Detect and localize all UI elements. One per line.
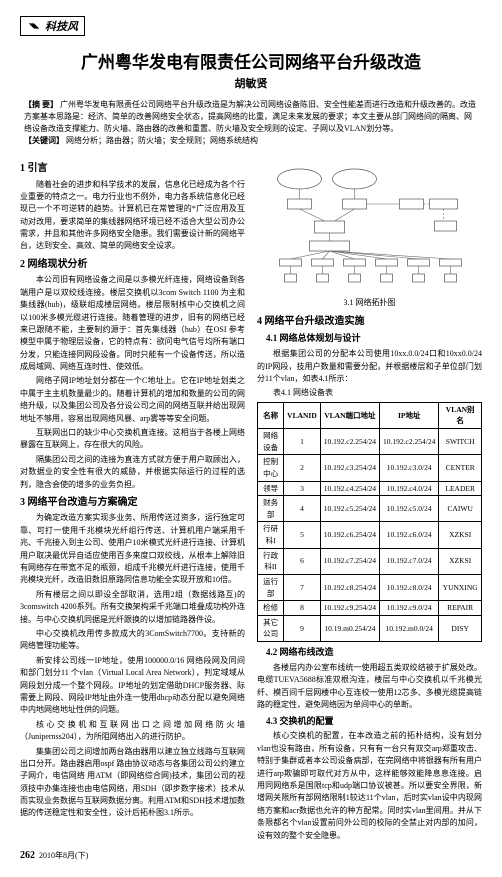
sec3-title: 3 网络平台改造与方案确定 [20, 495, 245, 511]
page-footer: 262 2010年8月(下) [20, 850, 482, 861]
table-row: 检修810.192.c9.254/2410.192.c9.0/24REPAIR [258, 601, 482, 616]
figure-caption: 3.1 网络拓扑图 [257, 297, 482, 309]
keywords-label: 【关键词】 [24, 136, 64, 145]
table-row: 领导310.192.c4.254/2410.192.c4.0/24LEADER [258, 481, 482, 496]
keywords-text: 网络分析；路由器；防火墙；安全规则；网络系统结构 [66, 136, 258, 145]
left-column: 1 引言 随着社会的进步和科学技术的发展，信息化已经成为各个行业重要的特点之一。… [20, 157, 245, 844]
table-cell: 检修 [258, 601, 284, 616]
table-cell: 10.192.c7.0/24 [380, 548, 439, 574]
table-cell: SWITCH [439, 429, 482, 455]
table-header: VLANID [284, 402, 321, 428]
table-row: 网络设备110.192.c2.254/2410.192.c2.254/24SWI… [258, 429, 482, 455]
table-cell: 9 [284, 615, 321, 641]
table-row: 控制中心210.192.c3.254/2410.192.c3.0/24CENTE… [258, 455, 482, 481]
sec2-p3: 互联网出口的缺少中心交换机直连接。这相当于各楼上网络暴露在互联网上，存在很大的风… [20, 427, 245, 452]
sec4-2-p1: 各楼层内办公室布线统一使用超五类双绞结被于扩展处改。电缆TUEVA5688标准双… [257, 662, 482, 712]
table-cell: 10.192.c3.254/24 [320, 455, 379, 481]
right-column: 3.1 网络拓扑图 4 网络平台升级改造实施 4.1 网络总体规划与设计 根据集… [257, 157, 482, 844]
sec4-3-title: 4.3 交换机的配置 [257, 715, 482, 729]
table-cell: 7 [284, 574, 321, 600]
sec3-p6: 集集团公司之间增加两台路由器用以建立独立线路与互联网出口分开。路由器启用ospf… [20, 746, 245, 820]
table-cell: YUNXING [439, 574, 482, 600]
footer-text: 2010年8月(下) [39, 850, 88, 861]
header-tag-text: 科技风 [45, 18, 78, 34]
header-tag: 科技风 [20, 16, 85, 36]
table-cell: 运行部 [258, 574, 284, 600]
sec4-title: 4 网络平台升级改造实施 [257, 314, 482, 330]
network-topology-diagram [257, 159, 482, 289]
table-cell: 2 [284, 455, 321, 481]
table-cell: 其它公司 [258, 615, 284, 641]
table-cell: 10.192.c2.254/24 [320, 429, 379, 455]
author-name: 胡敏贤 [20, 75, 482, 91]
table-row: 财务部410.192.c5.254/2410.192.c5.0/24CAIWU [258, 496, 482, 522]
table-cell: CAIWU [439, 496, 482, 522]
table-cell: 4 [284, 496, 321, 522]
sec4-3-p1: 核心交换机的配置，在本改造之前的拓朴结构，没有划分vlan也没有路由，所有设备，… [257, 730, 482, 842]
table-cell: 领导 [258, 481, 284, 496]
abstract-label: 【摘 要】 [24, 100, 58, 109]
sec2-p1: 本公司旧有网络设备之间是以多模光纤连接，网络设备到各端用户是以双绞线连接。楼层交… [20, 274, 245, 373]
table-row: 行研科I510.192.c6.254/2410.192.c6.0/24XZKSI [258, 522, 482, 548]
sec3-p2: 所有楼层之间以即设全部取消，选用2组（数据线路互)的3comswitch 420… [20, 589, 245, 626]
table-cell: 10.192.c6.254/24 [320, 522, 379, 548]
sec4-1-p1: 根据集团公司的分配本公司使用10xx.0.0/24口和10xx0.0/24的IP… [257, 348, 482, 385]
sec1-title: 1 引言 [20, 161, 245, 177]
sec2-p4: 隔集团公司之间的连接为直连方式就方便于用户取顾出入，对数据业的安全性有很大的威胁… [20, 454, 245, 491]
table-cell: 6 [284, 548, 321, 574]
sec3-p1: 为确定改造方案实现多业务、所用传送过资多，运行独定可靠、可打一使用千兆模块光纤组… [20, 512, 245, 586]
vlan-table: 名称VLANIDVLAN端口地址IP地址VLAN别名 网络设备110.192.c… [257, 402, 482, 642]
table-cell: 10.192.c4.0/24 [380, 481, 439, 496]
abstract-text: 广州粤华发电有限责任公司网络平台升级改造是为解决公司网络设备陈旧、安全性能差而进… [24, 100, 476, 133]
table-cell: 5 [284, 522, 321, 548]
table-title: 表4.1 网络设备表 [257, 387, 482, 399]
sec3-p4: 新安排公司线一IP地址，使用100000.0/16 网络段网及同间和部门划分11… [20, 655, 245, 717]
table-cell: 8 [284, 601, 321, 616]
table-cell: 10.192.c8.254/24 [320, 574, 379, 600]
abstract-block: 【摘 要】 广州粤华发电有限责任公司网络平台升级改造是为解决公司网络设备陈旧、安… [20, 97, 482, 149]
magazine-icon [27, 22, 41, 30]
paper-title: 广州粤华发电有限责任公司网络平台升级改造 [20, 48, 482, 73]
table-cell: 行研科I [258, 522, 284, 548]
table-cell: REPAIR [439, 601, 482, 616]
table-cell: 行政科II [258, 548, 284, 574]
table-cell: DISY [439, 615, 482, 641]
table-header: 名称 [258, 402, 284, 428]
table-cell: 财务部 [258, 496, 284, 522]
table-header: VLAN别名 [439, 402, 482, 428]
sec4-1-title: 4.1 网络总体规划与设计 [257, 332, 482, 346]
table-cell: XZKSI [439, 548, 482, 574]
table-cell: 10.192.c5.0/24 [380, 496, 439, 522]
sec3-p3: 中心交换机改用传多款成大的3ComSwitch7700。支持新的网络管理功能等。 [20, 628, 245, 653]
page-number: 262 [20, 850, 35, 861]
table-cell: 10.192.m0.0/24 [380, 615, 439, 641]
sec3-p5: 核心交换机和互联网出口之间增加网络防火墙（Junipernss204），为所阻网… [20, 719, 245, 744]
sec1-p1: 随着社会的进步和科学技术的发展，信息化已经成为各个行业重要的特点之一。电力行业也… [20, 179, 245, 253]
table-cell: 10.192.c3.0/24 [380, 455, 439, 481]
table-cell: 控制中心 [258, 455, 284, 481]
sec2-title: 2 网络现状分析 [20, 257, 245, 273]
table-cell: 10.192.c7.254/24 [320, 548, 379, 574]
sec2-p2: 网络子网IP地址划分都在一个C地址上。它在IP地址划类之中属于主主机数量最少的。… [20, 375, 245, 425]
table-cell: 10.192.c9.254/24 [320, 601, 379, 616]
table-cell: 10.192.c4.254/24 [320, 481, 379, 496]
table-cell: 10.192.c6.0/24 [380, 522, 439, 548]
table-row: 运行部710.192.c8.254/2410.192.c8.0/24YUNXIN… [258, 574, 482, 600]
table-cell: CENTER [439, 455, 482, 481]
table-row: 行政科II610.192.c7.254/2410.192.c7.0/24XZKS… [258, 548, 482, 574]
table-cell: 10.192.c9.0/24 [380, 601, 439, 616]
table-cell: 10.192.c8.0/24 [380, 574, 439, 600]
table-row: 其它公司910.19.m0.254/2410.192.m0.0/24DISY [258, 615, 482, 641]
table-cell: 10.192.c2.254/24 [380, 429, 439, 455]
table-cell: 网络设备 [258, 429, 284, 455]
table-cell: 10.19.m0.254/24 [320, 615, 379, 641]
table-header: VLAN端口地址 [320, 402, 379, 428]
table-cell: XZKSI [439, 522, 482, 548]
sec4-2-title: 4.2 网络布线改造 [257, 646, 482, 660]
table-cell: 1 [284, 429, 321, 455]
table-cell: 3 [284, 481, 321, 496]
table-header: IP地址 [380, 402, 439, 428]
table-cell: 10.192.c5.254/24 [320, 496, 379, 522]
table-cell: LEADER [439, 481, 482, 496]
